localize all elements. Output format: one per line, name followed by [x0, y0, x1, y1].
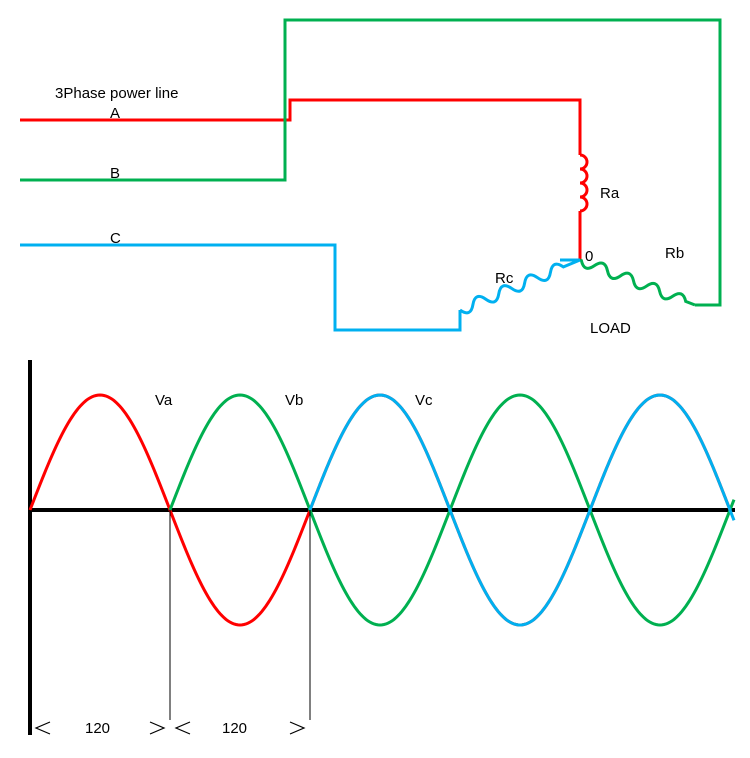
- phase-b-wire: [20, 20, 720, 305]
- load-block-label: LOAD: [590, 320, 631, 337]
- neutral-label: 0: [585, 248, 593, 265]
- phase-c-label: C: [110, 230, 121, 247]
- coil-rb: [580, 260, 695, 305]
- coil-ra: [580, 155, 587, 211]
- load-rb-label: Rb: [665, 245, 684, 262]
- wave-va-label: Va: [155, 392, 172, 409]
- wave-vc-label: Vc: [415, 392, 433, 409]
- load-rc-label: Rc: [495, 270, 513, 287]
- phase-shift-2: 120: [222, 720, 247, 737]
- phase-b-label: B: [110, 165, 120, 182]
- phase-a-label: A: [110, 105, 120, 122]
- load-ra-label: Ra: [600, 185, 619, 202]
- coil-rc: [460, 260, 580, 313]
- phase-c-wire: [20, 245, 460, 330]
- diagram-title: 3Phase power line: [55, 85, 178, 102]
- phase-shift-1: 120: [85, 720, 110, 737]
- wave-vb-label: Vb: [285, 392, 303, 409]
- phase-a-wire: [20, 100, 580, 155]
